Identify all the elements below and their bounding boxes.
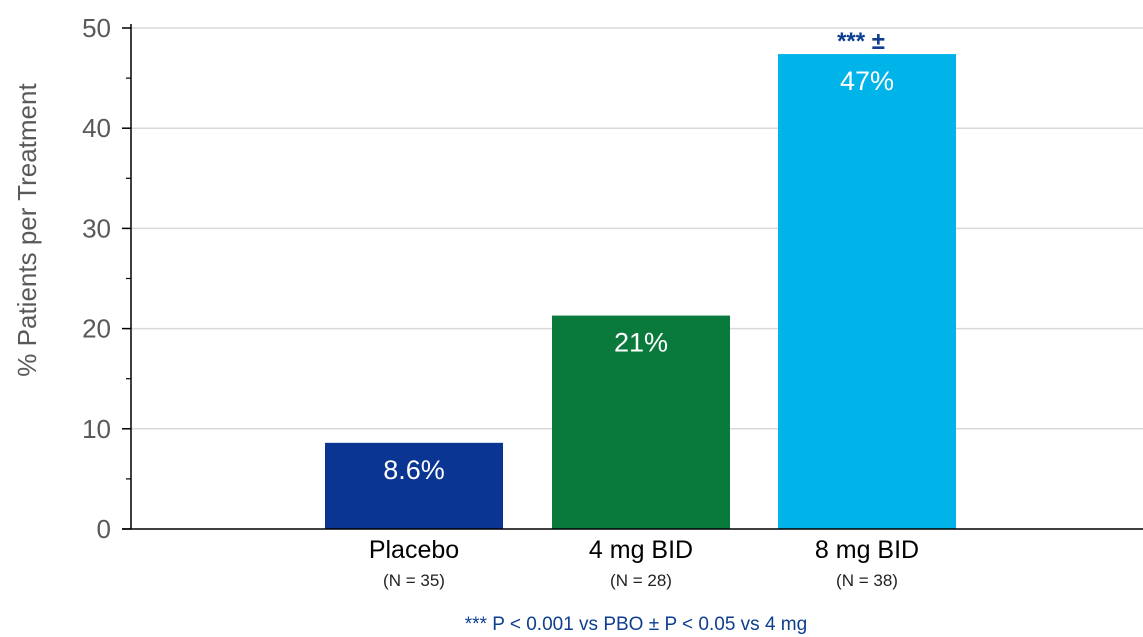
y-tick-label: 0 [97, 514, 111, 544]
category-label: 8 mg BID [815, 536, 919, 564]
data-label: 8.6% [383, 455, 445, 485]
axes [122, 24, 1143, 530]
y-tick-label: 10 [82, 414, 111, 444]
category-n-label: (N = 35) [383, 571, 445, 590]
y-axis-title: % Patients per Treatment [12, 83, 42, 377]
gridlines [131, 27, 1143, 430]
y-tick-label: 50 [82, 13, 111, 43]
y-tick-label: 30 [82, 213, 111, 243]
labels: 0 10 20 30 40 50 8.6% Placebo (N = 35) 21% 4 mg BI… [82, 13, 919, 590]
significance-annotation: *** ± [837, 28, 885, 55]
category-label: Placebo [369, 536, 459, 564]
y-tick-label: 20 [82, 314, 111, 344]
category-n-label: (N = 28) [610, 571, 672, 590]
bars [325, 54, 956, 529]
bar-4-mg-bid [552, 315, 730, 529]
data-label: 21% [614, 328, 668, 358]
bar-placebo [325, 442, 503, 529]
category-n-label: (N = 38) [836, 571, 898, 590]
y-tick-label: 40 [82, 113, 111, 143]
footnote: *** P < 0.001 vs PBO ± P < 0.05 vs 4 mg [465, 614, 807, 635]
category-label: 4 mg BID [589, 536, 693, 564]
data-label: 47% [840, 66, 894, 96]
bar-8-mg-bid [778, 54, 956, 529]
